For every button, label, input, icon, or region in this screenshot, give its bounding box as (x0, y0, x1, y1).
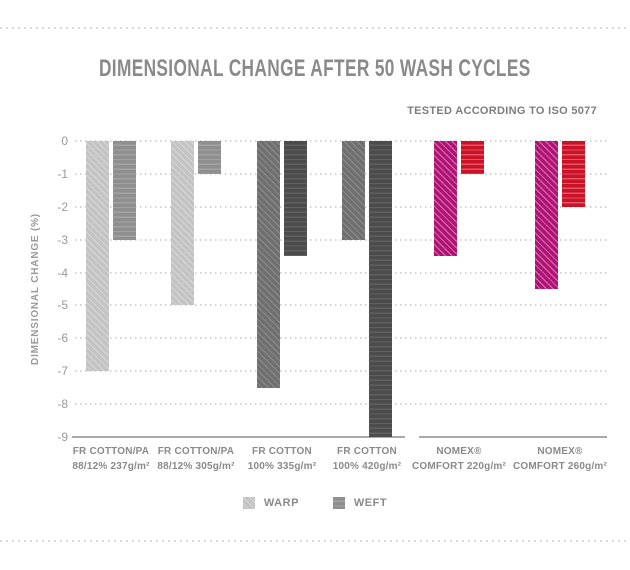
category-label-3: FR COTTON 100% 335g/m² (217, 444, 347, 474)
category-label-2: FR COTTON/PA 88/12% 305g/m² (131, 444, 261, 474)
warp-bar-6 (535, 141, 558, 289)
baseline-left (72, 436, 405, 438)
warp-bar-3 (257, 141, 280, 388)
warp-hatch-swatch-icon (242, 497, 255, 509)
weft-bar-1 (113, 141, 136, 240)
y-tick-label: -7 (57, 364, 68, 379)
weft-bar-5 (461, 141, 484, 174)
category-label-line2: 88/12% 305g/m² (157, 461, 235, 472)
warp-bar-2 (171, 141, 194, 306)
category-label-line1: FR COTTON (252, 446, 312, 457)
gridline-0 (75, 140, 607, 142)
category-label-line1: NOMEX® (436, 446, 482, 457)
category-label-line1: FR COTTON/PA (157, 446, 235, 457)
gridline--3 (75, 238, 607, 241)
category-label-1: FR COTTON/PA 88/12% 237g/m² (46, 444, 176, 474)
gridline--2 (75, 205, 607, 208)
baseline-right (419, 436, 607, 438)
bottom-dotted-divider (0, 540, 630, 542)
warp-bar-4 (342, 141, 365, 240)
bar-chart-plot-area: DIMENSIONAL CHANGE (%) 0 -1 -2 -3 -4 -5 -6 -7 -8… (30, 134, 607, 472)
chart-legend: WARP WEFT (0, 497, 630, 509)
y-tick-label: 0 (61, 134, 68, 148)
weft-bar-6 (562, 141, 585, 207)
category-label-line2: 100% 420g/m² (332, 461, 402, 472)
y-tick-label: -9 (57, 430, 68, 444)
y-tick-label: -4 (57, 265, 68, 280)
category-label-line2: 88/12% 237g/m² (72, 461, 150, 472)
weft-hatch-swatch-icon (332, 497, 345, 509)
y-tick-label: -2 (57, 199, 68, 214)
y-tick-label: -3 (57, 232, 68, 247)
category-label-line2: COMFORT 220g/m² (411, 461, 507, 472)
category-label-line2: 100% 335g/m² (247, 461, 317, 472)
weft-bar-3 (284, 141, 307, 257)
chart-title-text: DIMENSIONAL CHANGE AFTER 50 WASH CYCLES (99, 55, 531, 82)
category-label-line1: FR COTTON/PA (72, 446, 150, 457)
category-label-line2: COMFORT 260g/m² (512, 461, 608, 472)
gridline--1 (75, 172, 607, 175)
legend-warp-label: WARP (263, 497, 299, 509)
y-tick-label: -5 (57, 298, 68, 313)
y-tick-label: -6 (57, 331, 68, 346)
y-tick-label: -1 (57, 166, 68, 181)
legend-item-warp: WARP (242, 497, 299, 509)
category-label-line1: NOMEX® (537, 446, 583, 457)
chart-subtitle: TESTED ACCORDING TO ISO 5077 (407, 105, 597, 117)
gridline--5 (75, 304, 607, 307)
chart-title: DIMENSIONAL CHANGE AFTER 50 WASH CYCLES (0, 55, 630, 83)
warp-bar-1 (86, 141, 109, 372)
gridline--4 (75, 271, 607, 274)
category-label-5: NOMEX® COMFORT 220g/m² (394, 444, 524, 474)
top-dotted-divider (0, 27, 630, 29)
gridline--7 (75, 370, 607, 373)
weft-bar-2 (198, 141, 221, 174)
category-label-line1: FR COTTON (337, 446, 397, 457)
category-label-6: NOMEX® COMFORT 260g/m² (495, 444, 625, 474)
weft-bar-4 (369, 141, 392, 437)
legend-item-weft: WEFT (332, 497, 388, 509)
gridline--6 (75, 337, 607, 340)
gridline--8 (75, 403, 607, 406)
category-label-4: FR COTTON 100% 420g/m² (302, 444, 432, 474)
warp-bar-5 (434, 141, 457, 257)
legend-weft-label: WEFT (353, 497, 388, 509)
y-tick-label: -8 (57, 397, 68, 412)
